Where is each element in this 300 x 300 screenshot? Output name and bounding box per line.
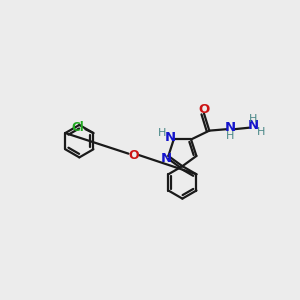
Text: O: O bbox=[198, 103, 210, 116]
Text: H: H bbox=[158, 128, 167, 138]
Text: Cl: Cl bbox=[72, 121, 84, 134]
Text: N: N bbox=[248, 119, 259, 132]
Text: N: N bbox=[165, 131, 176, 144]
Text: H: H bbox=[257, 128, 265, 137]
Text: O: O bbox=[128, 148, 139, 162]
Text: N: N bbox=[225, 121, 236, 134]
Text: H: H bbox=[249, 114, 257, 124]
Text: H: H bbox=[226, 130, 235, 141]
Text: N: N bbox=[160, 152, 172, 165]
